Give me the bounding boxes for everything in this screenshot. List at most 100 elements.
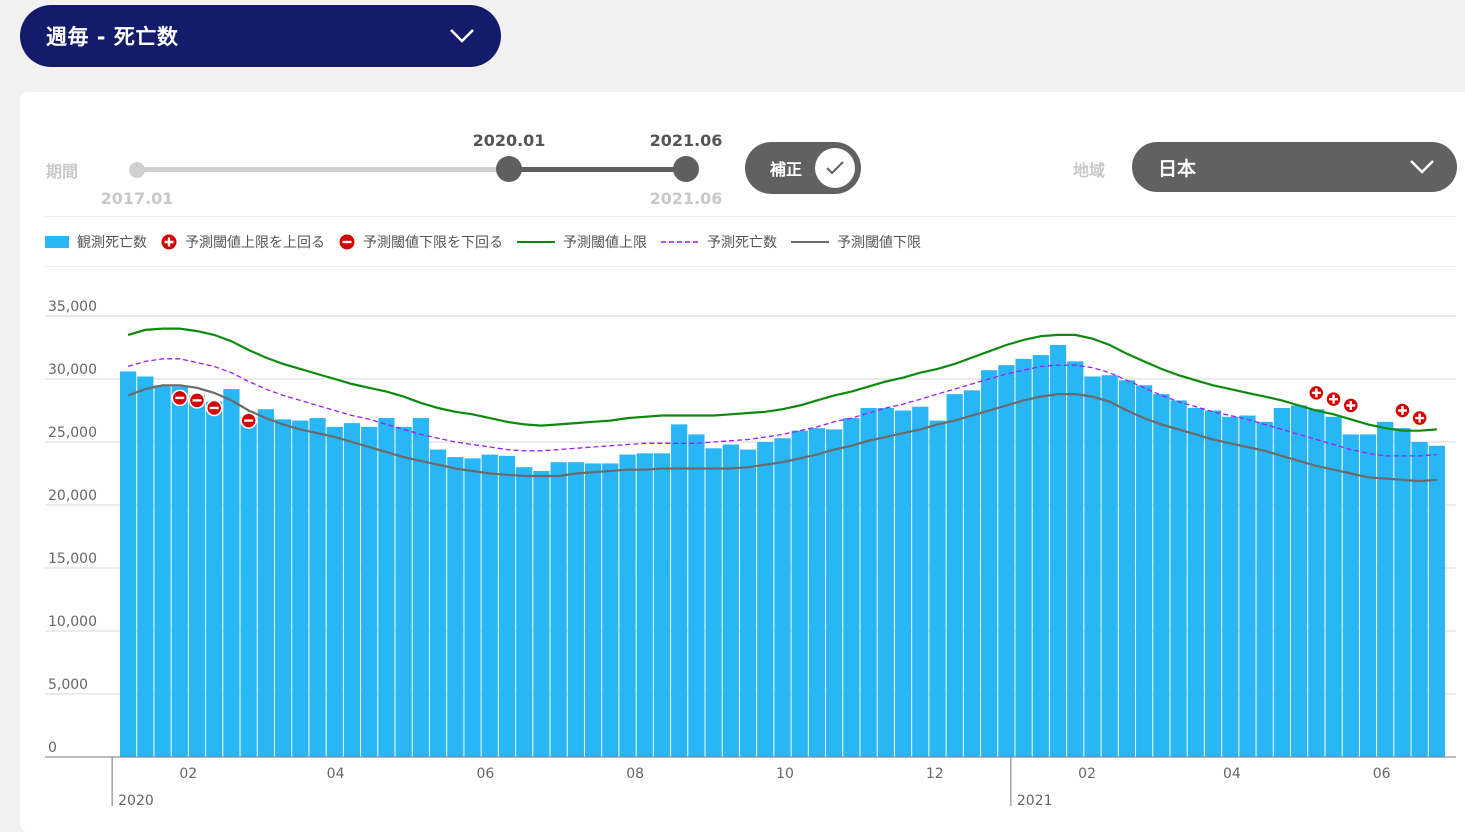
region-label: 地域	[1073, 161, 1106, 180]
y-tick-label: 15,000	[48, 551, 97, 567]
observed-deaths-bar	[1222, 416, 1239, 757]
period-label: 期間	[46, 162, 79, 181]
observed-deaths-bar	[120, 371, 137, 757]
period-slider-end-handle[interactable]	[673, 156, 699, 182]
observed-deaths-bar	[188, 395, 206, 757]
observed-deaths-bar	[1256, 421, 1273, 757]
observed-deaths-bar	[963, 390, 981, 757]
adjust-toggle[interactable]: 補正	[745, 142, 861, 194]
x-tick-label: 06	[476, 766, 494, 782]
observed-deaths-bar	[619, 454, 636, 757]
observed-deaths-bar	[1015, 358, 1032, 757]
period-slider-selected-range	[509, 167, 686, 172]
observed-deaths-bar	[1428, 445, 1445, 757]
slider-min-label: 2017.01	[100, 189, 174, 208]
threshold-line	[127, 384, 1437, 483]
observed-deaths-bar	[1204, 410, 1222, 757]
x-tick-label: 02	[1078, 766, 1096, 782]
observed-deaths-bar	[309, 418, 326, 757]
adjust-toggle-label: 補正	[770, 160, 803, 179]
observed-deaths-bar	[705, 448, 722, 757]
observed-deaths-bar	[1291, 405, 1308, 757]
observed-deaths-bar	[1342, 434, 1359, 757]
observed-deaths-bar	[274, 419, 292, 757]
observed-deaths-bar	[894, 410, 912, 757]
observed-deaths-bar	[653, 453, 671, 757]
observed-deaths-bar	[1101, 375, 1118, 757]
year-label: 2020	[118, 793, 154, 809]
observed-deaths-bar	[464, 458, 481, 757]
metric-select[interactable]: 週毎 - 死亡数	[20, 5, 501, 67]
observed-deaths-bar	[946, 394, 963, 757]
legend-label: 予測閾値下限を下回る	[363, 235, 503, 251]
observed-deaths-bar	[1273, 407, 1291, 757]
region-select[interactable]: 日本	[1132, 142, 1457, 192]
legend-label: 予測死亡数	[707, 235, 777, 251]
period-slider-min-marker	[129, 162, 145, 178]
observed-deaths-bar	[1084, 376, 1101, 757]
dashed-line-swatch-icon	[661, 241, 699, 243]
legend-item-lower-threshold[interactable]: 予測閾値下限	[791, 232, 921, 252]
observed-deaths-bar	[550, 462, 567, 757]
observed-deaths-bar	[688, 434, 705, 757]
x-tick-label: 12	[926, 766, 944, 782]
year-label: 2021	[1017, 793, 1053, 809]
threshold-line	[127, 327, 1437, 432]
observed-deaths-bar	[154, 385, 171, 757]
x-tick-label: 04	[1223, 766, 1241, 782]
legend-divider	[45, 266, 1456, 267]
y-tick-label: 10,000	[48, 614, 97, 630]
period-slider-start-handle[interactable]	[496, 156, 522, 182]
slider-start-value: 2020.01	[472, 131, 546, 150]
observed-deaths-bar	[1308, 409, 1325, 757]
legend-item-upper-threshold[interactable]: 予測閾値上限	[517, 232, 647, 252]
observed-deaths-bar	[1049, 344, 1067, 757]
observed-deaths-bar	[223, 389, 240, 757]
observed-deaths-bar	[498, 455, 516, 757]
observed-deaths-bar	[1239, 415, 1256, 757]
x-tick-label: 06	[1373, 766, 1391, 782]
legend-item-above-upper[interactable]: 予測閾値上限を上回る	[161, 232, 325, 252]
observed-deaths-bar	[826, 429, 843, 757]
legend-item-predicted[interactable]: 予測死亡数	[661, 232, 777, 252]
observed-deaths-bar	[378, 418, 395, 757]
observed-deaths-bar	[257, 409, 274, 757]
x-tick-label: 10	[776, 766, 794, 782]
solid-line-swatch-icon	[791, 241, 829, 243]
observed-deaths-bar	[171, 386, 188, 757]
observed-deaths-bar	[1153, 394, 1170, 757]
observed-deaths-bar	[343, 423, 361, 757]
x-tick-label: 04	[327, 766, 345, 782]
observed-deaths-bar	[533, 470, 550, 757]
legend-label: 予測閾値上限	[563, 235, 647, 251]
y-tick-label: 0	[48, 740, 57, 756]
controls-divider	[45, 216, 1456, 217]
plus-circle-icon	[161, 234, 177, 250]
period-slider-track[interactable]	[137, 167, 509, 172]
legend-item-below-lower[interactable]: 予測閾値下限を下回る	[339, 232, 503, 252]
observed-deaths-bar	[843, 418, 860, 757]
observed-deaths-bar	[326, 426, 343, 757]
observed-deaths-bar	[636, 453, 653, 757]
predicted-deaths-line	[127, 358, 1437, 457]
observed-deaths-bar	[1394, 428, 1411, 757]
bar-swatch-icon	[45, 236, 69, 248]
legend-item-observed[interactable]: 観測死亡数	[45, 232, 147, 252]
metric-select-label: 週毎 - 死亡数	[46, 25, 179, 49]
region-select-value: 日本	[1158, 157, 1197, 180]
observed-deaths-bar	[137, 376, 154, 757]
observed-deaths-bar	[567, 462, 584, 757]
observed-deaths-bar	[292, 420, 309, 757]
observed-deaths-bar	[929, 420, 946, 757]
observed-deaths-bar	[1377, 421, 1394, 757]
legend-label: 予測閾値上限を上回る	[185, 235, 325, 251]
observed-deaths-bar	[1032, 355, 1049, 757]
observed-deaths-bar	[757, 442, 774, 757]
x-tick-label: 08	[626, 766, 644, 782]
observed-deaths-bar	[1411, 442, 1428, 757]
observed-deaths-bar	[1359, 434, 1377, 757]
slider-end-value: 2021.06	[649, 131, 723, 150]
observed-deaths-bar	[412, 418, 429, 757]
chart-legend: 観測死亡数 予測閾値上限を上回る 予測閾値下限を下回る 予測閾値上限 予測死亡数…	[45, 232, 935, 252]
